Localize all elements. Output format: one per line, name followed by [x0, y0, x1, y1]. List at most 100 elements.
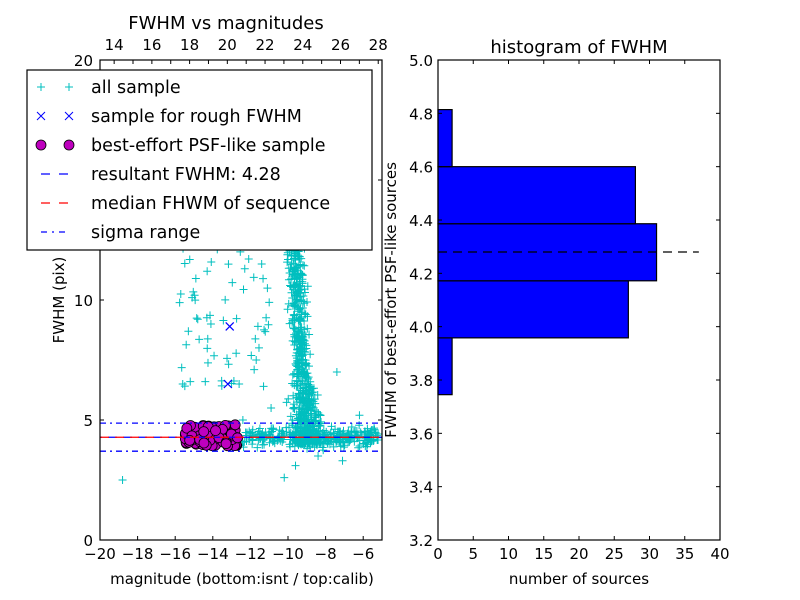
histogram-title: histogram of FWHM — [490, 37, 667, 58]
all-sample-point — [254, 343, 263, 352]
top-tick-label: 22 — [256, 36, 275, 54]
all-sample-point — [288, 267, 297, 276]
all-sample-point — [290, 302, 299, 311]
all-sample-point — [297, 323, 306, 332]
y-tick-label: 3.2 — [409, 532, 433, 550]
all-sample-point — [264, 320, 273, 329]
all-sample-point — [206, 311, 215, 320]
all-sample-point — [374, 429, 382, 438]
legend-item: sample for rough FWHM — [36, 107, 302, 127]
all-sample-point — [289, 429, 298, 438]
y-tick-label: 4.2 — [409, 265, 433, 283]
all-sample-point — [348, 431, 357, 440]
y-tick-label: 4.8 — [409, 105, 433, 123]
y-tick-label: 10 — [74, 292, 93, 310]
legend-label: all sample — [91, 78, 181, 98]
x-tick-label: −14 — [197, 545, 229, 563]
legend-x-icon — [64, 111, 74, 121]
all-sample-point — [292, 372, 301, 381]
all-sample-point — [285, 319, 294, 328]
x-tick-label: 15 — [534, 545, 553, 563]
all-sample-point — [265, 298, 274, 307]
x-tick-label: −10 — [272, 545, 304, 563]
all-sample-point — [223, 354, 232, 363]
all-sample-point — [284, 275, 293, 284]
all-sample-point — [302, 383, 311, 392]
all-sample-point — [297, 417, 306, 426]
top-tick-label: 14 — [105, 36, 124, 54]
all-sample-point — [203, 344, 212, 353]
all-sample-point — [313, 391, 322, 400]
all-sample-point — [228, 278, 237, 287]
all-sample-point — [283, 305, 292, 314]
all-sample-point — [247, 351, 256, 360]
all-sample-point — [310, 413, 319, 422]
all-sample-point — [290, 381, 299, 390]
legend-plus-icon — [65, 83, 73, 91]
all-sample-point — [201, 377, 210, 386]
all-sample-point — [355, 411, 364, 420]
all-sample-point — [319, 446, 328, 455]
all-sample-point — [299, 367, 308, 376]
y-tick-label: 3.6 — [409, 425, 433, 443]
all-sample-point — [316, 419, 325, 428]
all-sample-point — [308, 437, 317, 446]
all-sample-point — [285, 423, 294, 432]
psf-sample-point — [198, 426, 210, 438]
histogram-y-ticks: 3.2 3.4 3.6 3.8 4.0 4.2 4.4 4.6 4.8 5.0 — [409, 52, 720, 550]
all-sample-point — [293, 356, 302, 365]
all-sample-point — [286, 412, 295, 421]
all-sample-point — [203, 358, 212, 367]
scatter-top-ticks: 14 16 18 20 22 24 26 28 — [105, 36, 388, 64]
scatter-x-label: magnitude (bottom:isnt / top:calib) — [110, 570, 374, 588]
all-sample-point — [306, 403, 315, 412]
all-sample-point — [296, 269, 305, 278]
all-sample-point — [232, 349, 241, 358]
x-tick-label: −18 — [122, 545, 154, 563]
legend-label: resultant FWHM: 4.28 — [91, 165, 281, 185]
all-sample-point — [185, 255, 194, 264]
psf-sample-point — [229, 419, 241, 431]
all-sample-point — [192, 314, 201, 323]
x-tick-label: 35 — [675, 545, 694, 563]
all-sample-point — [332, 368, 341, 376]
all-sample-point — [310, 443, 319, 452]
y-tick-label: 3.4 — [409, 479, 433, 497]
all-sample-point — [288, 314, 297, 323]
x-tick-label: −20 — [84, 545, 116, 563]
all-sample-point — [249, 273, 258, 282]
all-sample-point — [289, 404, 298, 413]
all-sample-point — [329, 442, 338, 451]
rough-sample-point — [225, 321, 235, 331]
all-sample-point — [287, 260, 296, 269]
all-sample-point — [290, 324, 299, 333]
all-sample-point — [327, 422, 336, 431]
all-sample-point — [259, 274, 268, 283]
all-sample-point — [203, 267, 212, 276]
all-sample-point — [305, 330, 314, 339]
y-tick-label: 20 — [74, 52, 93, 70]
all-sample-point — [301, 416, 310, 425]
legend-plus-icon — [37, 83, 45, 91]
legend: all sample sample for rough FWHM best-effo… — [26, 69, 373, 251]
all-sample-point — [300, 411, 309, 420]
all-sample-point — [294, 288, 303, 297]
all-sample-point — [347, 428, 356, 437]
scatter-x-ticks: −20 −18 −16 −14 −12 −10 −8 −6 — [84, 536, 374, 563]
all-sample-point — [298, 356, 307, 365]
all-sample-point — [294, 349, 303, 358]
x-tick-label: 25 — [605, 545, 624, 563]
all-sample-point — [322, 434, 331, 443]
x-tick-label: 30 — [640, 545, 659, 563]
all-sample-point — [293, 381, 302, 390]
all-sample-point — [289, 391, 298, 400]
all-sample-point — [267, 424, 276, 433]
all-sample-point — [372, 431, 381, 440]
reference-lines — [100, 422, 382, 452]
all-sample-point — [297, 368, 306, 377]
all-sample-point — [280, 431, 289, 440]
all-sample-point — [311, 416, 320, 425]
all-sample-point — [219, 316, 228, 325]
all-sample-point — [180, 382, 189, 391]
